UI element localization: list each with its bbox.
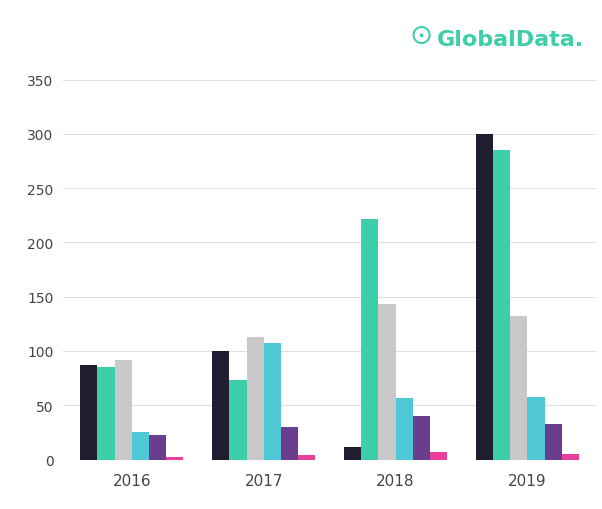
Text: Source:  GlobalData Oil and Gas: Source: GlobalData Oil and Gas <box>18 478 292 493</box>
Bar <box>213 351 229 460</box>
Bar <box>527 397 545 460</box>
Bar <box>562 454 579 460</box>
Bar <box>379 305 396 460</box>
Bar <box>396 398 413 460</box>
Bar <box>229 381 246 460</box>
Bar <box>298 455 315 460</box>
Legend: Royal Dutch Shell Plc, Eni SpA, Chevron Corp, Exxon Mobil Corp, BP Plc, Total SA: Royal Dutch Shell Plc, Eni SpA, Chevron … <box>13 0 387 4</box>
Bar <box>413 416 430 460</box>
Bar <box>166 458 183 460</box>
Bar <box>361 219 379 460</box>
Bar <box>246 337 264 460</box>
Text: ⊙: ⊙ <box>410 22 433 50</box>
Bar <box>545 424 562 460</box>
Bar <box>98 367 114 460</box>
Bar <box>344 446 361 460</box>
Bar <box>132 433 149 460</box>
Bar <box>281 427 298 460</box>
Text: Mentions of Climate Change in: Mentions of Climate Change in <box>15 17 315 35</box>
Bar <box>114 360 132 460</box>
Bar <box>149 435 166 460</box>
Bar <box>80 365 98 460</box>
Bar <box>476 134 493 460</box>
Text: GlobalData.: GlobalData. <box>437 30 584 50</box>
Bar <box>493 151 510 460</box>
Text: Filings and Earnings, 2016-2019: Filings and Earnings, 2016-2019 <box>15 54 331 72</box>
Bar <box>264 344 281 460</box>
Bar <box>430 452 447 460</box>
Bar <box>510 317 527 460</box>
